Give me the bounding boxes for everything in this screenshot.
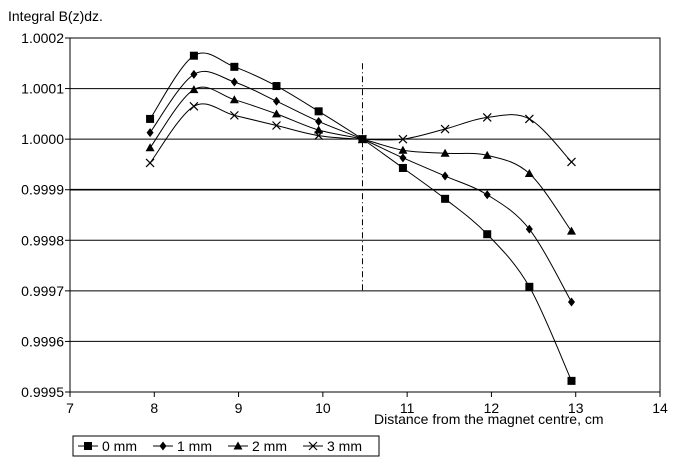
- data-point: [229, 95, 239, 104]
- data-point: [483, 190, 491, 200]
- data-point: [524, 169, 534, 178]
- data-point: [189, 51, 198, 60]
- legend-marker: [84, 442, 92, 450]
- data-point: [272, 82, 281, 91]
- data-point: [482, 150, 492, 159]
- data-point: [189, 85, 199, 94]
- data-point: [229, 110, 239, 120]
- data-point: [482, 112, 492, 122]
- grid-lines: [65, 37, 661, 397]
- data-point: [399, 153, 407, 163]
- legend-marker: [233, 441, 243, 450]
- y-axis-title: Integral B(z)dz.: [8, 8, 103, 24]
- data-point: [440, 124, 450, 134]
- data-point: [567, 157, 576, 167]
- y-tick-label: 0.9995: [21, 384, 64, 400]
- legend-label: 3 mm: [327, 438, 362, 454]
- data-point: [315, 116, 323, 126]
- data-point: [145, 143, 155, 152]
- data-point: [525, 282, 534, 291]
- y-tick-labels: 0.9995 0.9996 0.9997 0.9998 0.9999 1.0000 1.00…: [21, 30, 64, 400]
- legend-label: 1 mm: [177, 438, 212, 454]
- data-point: [398, 163, 407, 172]
- data-point: [398, 134, 408, 144]
- data-point: [314, 131, 324, 141]
- x-tick-label: 10: [315, 400, 331, 416]
- data-point: [145, 158, 155, 168]
- data-point: [524, 114, 534, 124]
- y-tick-label: 1.0001: [21, 81, 64, 97]
- legend-label: 2 mm: [252, 438, 287, 454]
- data-point: [440, 148, 450, 157]
- data-point: [272, 121, 281, 130]
- data-point: [568, 297, 575, 307]
- x-tick-label: 13: [568, 400, 584, 416]
- data-point: [567, 376, 576, 385]
- data-point: [272, 109, 281, 118]
- y-tick-label: 1.0000: [21, 131, 64, 147]
- y-tick-label: 0.9998: [21, 232, 64, 248]
- data-point: [525, 224, 533, 234]
- plot-area: [69, 37, 661, 393]
- legend-marker: [159, 441, 167, 451]
- data-point: [441, 194, 450, 203]
- y-tick-label: 0.9996: [21, 333, 64, 349]
- x-tick-label: 7: [66, 400, 74, 416]
- data-point: [189, 101, 199, 111]
- x-tick-label: 11: [400, 400, 415, 416]
- data-point: [567, 226, 576, 235]
- data-point: [314, 125, 324, 134]
- data-point: [230, 77, 238, 87]
- legend: 0 mm 1 mm 2 mm 3 mm: [72, 435, 380, 457]
- data-point: [358, 134, 367, 144]
- x-tick-label: 8: [150, 400, 158, 416]
- data-point: [441, 171, 449, 181]
- x-tick-labels: 7 8 9 10 11 12 13 14: [66, 400, 668, 416]
- data-point: [314, 107, 323, 116]
- data-point: [190, 69, 198, 79]
- series-markers: [145, 51, 576, 385]
- data-point: [398, 145, 408, 154]
- data-point: [146, 114, 155, 123]
- data-point: [273, 96, 280, 106]
- legend-label: 0 mm: [102, 438, 137, 454]
- x-tick-label: 9: [235, 400, 243, 416]
- y-tick-label: 0.9997: [21, 283, 64, 299]
- x-tick-label: 14: [652, 400, 668, 416]
- x-axis-title: Distance from the magnet centre, cm: [374, 411, 604, 427]
- legend-marker: [308, 441, 318, 451]
- y-tick-label: 0.9999: [21, 182, 64, 198]
- data-point: [146, 128, 154, 138]
- data-point: [230, 62, 239, 71]
- y-tick-label: 1.0002: [21, 30, 64, 46]
- x-tick-label: 12: [484, 400, 500, 416]
- legend-box: [72, 435, 380, 457]
- data-point: [483, 230, 492, 239]
